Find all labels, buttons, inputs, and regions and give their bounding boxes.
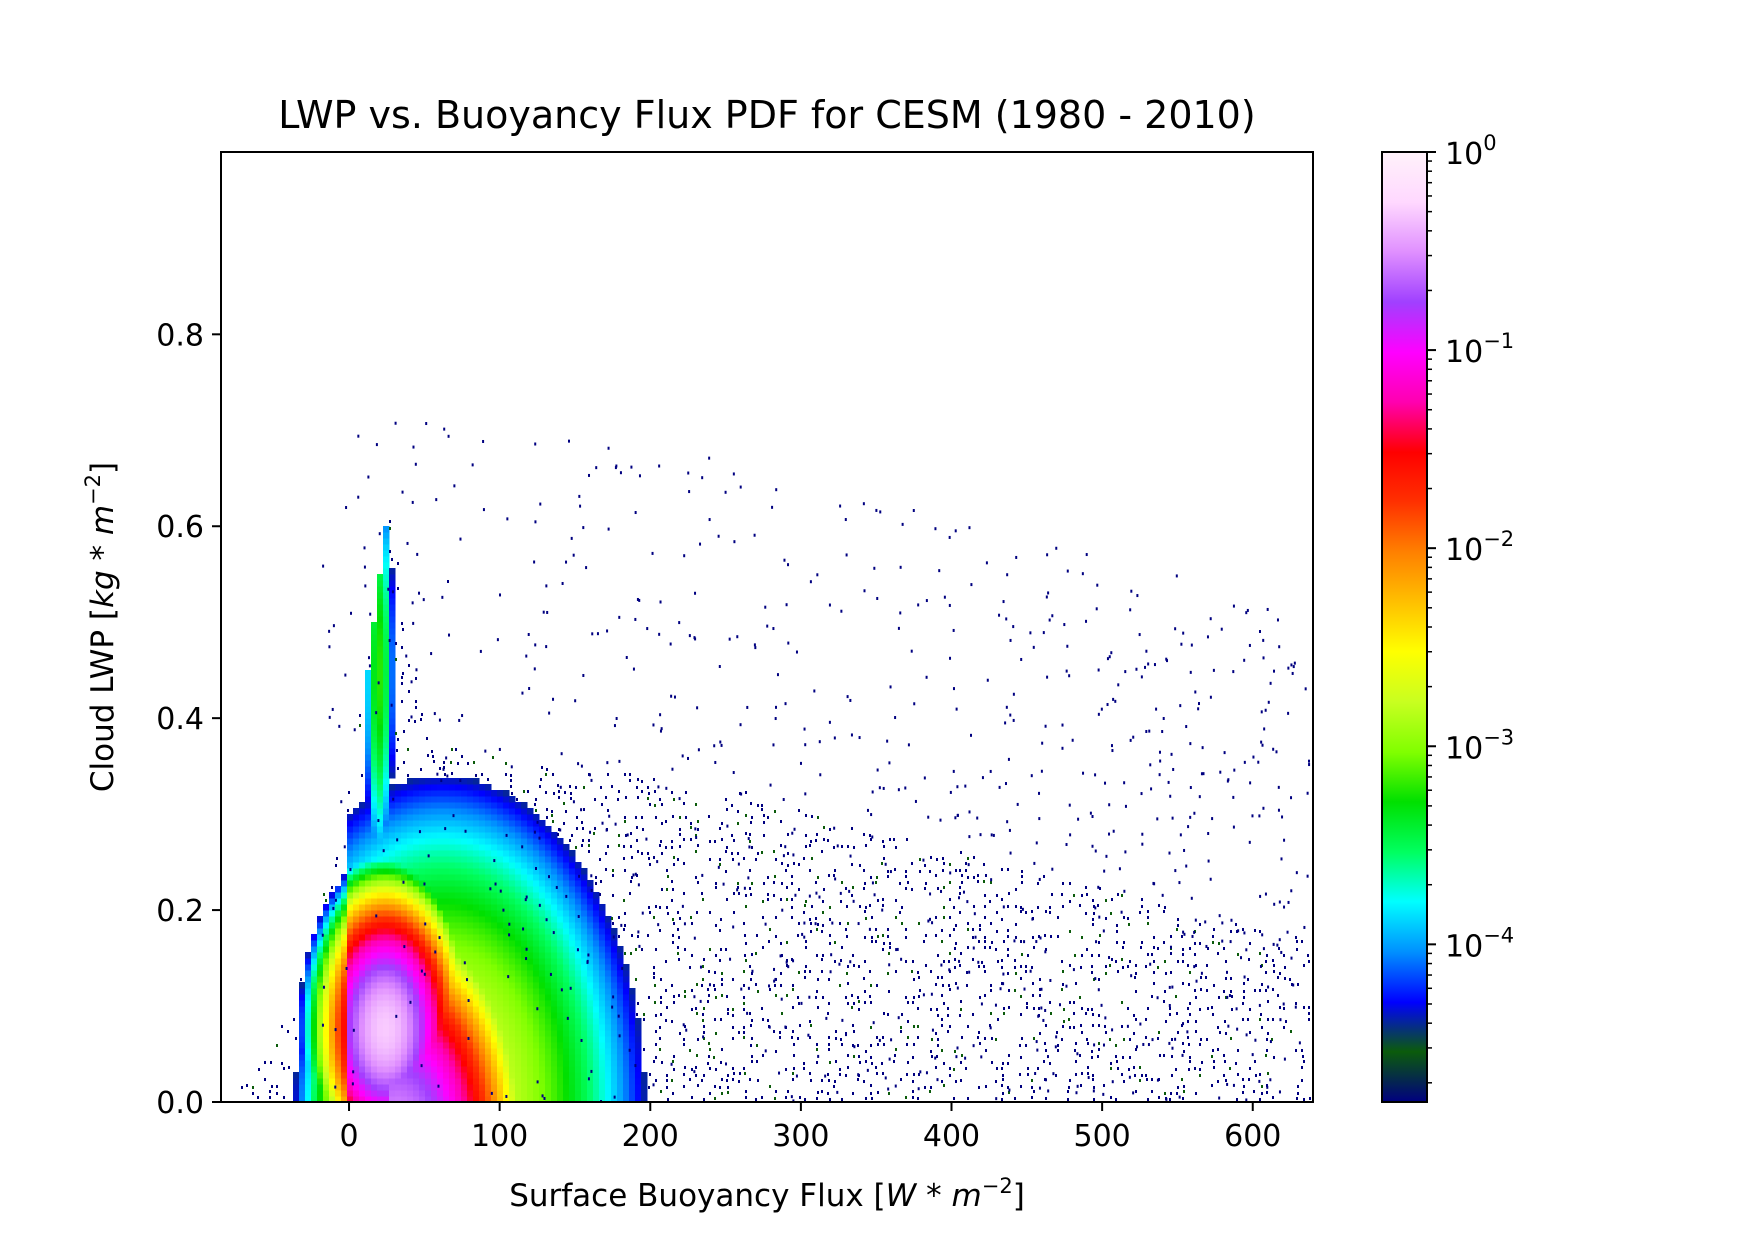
chart-title: LWP vs. Buoyancy Flux PDF for CESM (1980…: [278, 93, 1255, 137]
density-heatmap: [241, 421, 1311, 1102]
y-tick-label: 0.8: [156, 318, 204, 353]
y-tick-label: 0.0: [156, 1086, 204, 1121]
x-tick-label: 200: [622, 1119, 679, 1154]
colorbar-tick-label: 10−3: [1445, 725, 1514, 766]
plot-frame: [220, 151, 1314, 1103]
y-tick-label: 0.4: [156, 702, 204, 737]
x-tick-label: 0: [339, 1119, 358, 1154]
y-tick-label: 0.2: [156, 894, 204, 929]
colorbar-tick-label: 100: [1445, 131, 1497, 172]
x-axis-label: Surface Buoyancy Flux [W * m−2]: [509, 1174, 1025, 1214]
y-tick-label: 0.6: [156, 510, 204, 545]
x-tick-label: 100: [471, 1119, 528, 1154]
colorbar-tick-label: 10−2: [1445, 527, 1514, 568]
y-axis-label: Cloud LWP [kg * m−2]: [81, 462, 121, 792]
colorbar-ticks: 100 10−1 10−2 10−3 10−4: [1427, 131, 1514, 1084]
x-tick-label: 300: [772, 1119, 829, 1154]
x-tick-label: 400: [923, 1119, 980, 1154]
y-axis-ticks: 0.0 0.2 0.4 0.6 0.8: [156, 318, 221, 1121]
x-axis-ticks: 0 100 200 300 400 500 600: [339, 1102, 1281, 1154]
colorbar: [1382, 152, 1427, 1102]
colorbar-tick-label: 10−1: [1445, 329, 1514, 370]
x-tick-label: 600: [1224, 1119, 1281, 1154]
x-tick-label: 500: [1073, 1119, 1130, 1154]
colorbar-tick-label: 10−4: [1445, 923, 1514, 964]
